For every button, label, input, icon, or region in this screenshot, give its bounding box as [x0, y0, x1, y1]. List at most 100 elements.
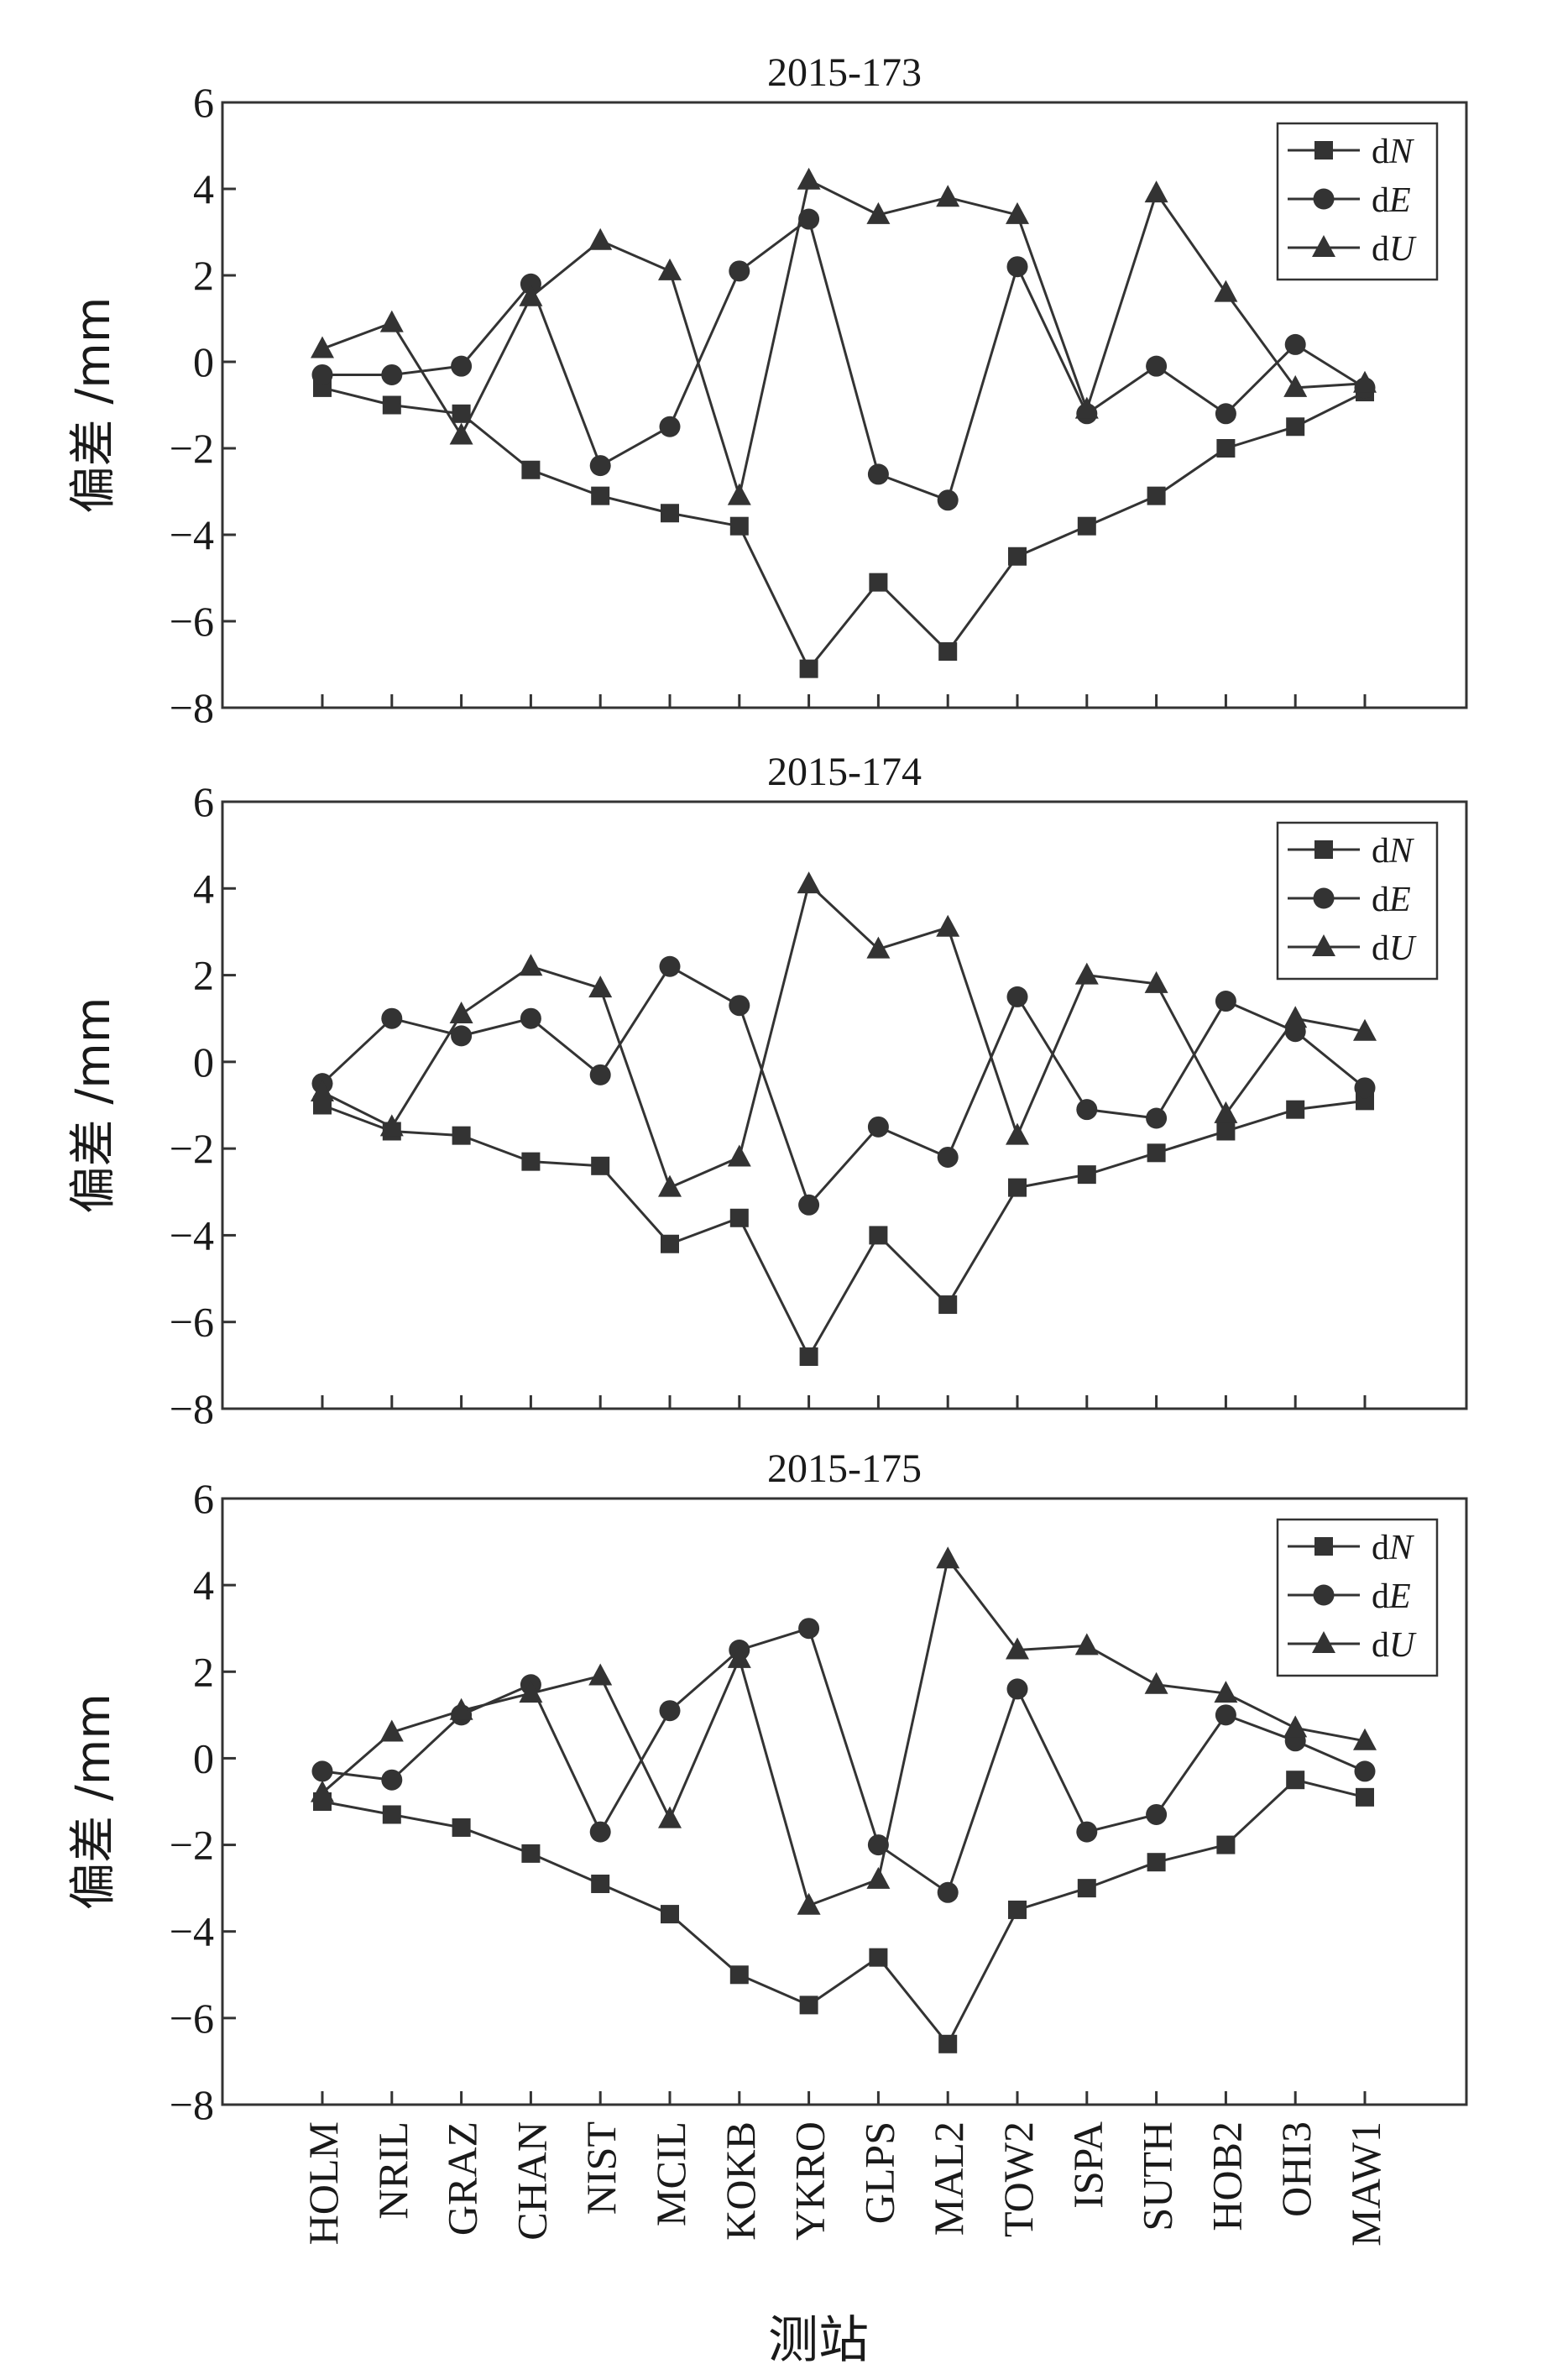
data-point-dE-NIST: [589, 455, 611, 477]
data-point-dE-CHAN: [520, 1007, 541, 1029]
data-point-dE-MAL2: [937, 1146, 959, 1168]
data-point-dN-GLPS: [869, 1226, 888, 1245]
data-point-dE-YKRO: [798, 1618, 820, 1640]
data-point-dE-HOB2: [1215, 403, 1236, 425]
station-label-HOLM: HOLM: [300, 2121, 347, 2245]
plot-frame: [221, 1497, 1468, 2106]
station-label-NRIL: NRIL: [369, 2121, 416, 2220]
data-point-dE-ISPA: [1076, 1821, 1098, 1843]
data-point-dN-ISPA: [1077, 1165, 1096, 1185]
data-point-dN-MAL2: [938, 1295, 958, 1315]
data-point-dN-GLPS: [869, 1948, 888, 1967]
data-point-dU-GLPS: [866, 201, 891, 224]
data-point-dU-HOB2: [1214, 1101, 1238, 1123]
legend-label-dU: dU: [1372, 1626, 1417, 1665]
legend: dN dE dU: [1276, 122, 1439, 281]
data-point-dN-MCIL: [661, 1234, 679, 1253]
series-dE: [311, 955, 1376, 1216]
data-point-dU-ISPA: [1074, 396, 1099, 419]
chart-panel-2015-173: 2015-173 −8 −6 −4 −2 0 2 4 6 偏差 /mm dN dE dU: [66, 50, 1468, 731]
data-point-dE-OHI3: [1284, 333, 1306, 355]
station-label-GLPS: GLPS: [855, 2121, 902, 2224]
data-point-dN-YKRO: [799, 1347, 818, 1367]
data-point-dE-SUTH: [1146, 1803, 1168, 1825]
data-point-dN-SUTH: [1147, 1143, 1166, 1163]
data-point-dE-GLPS: [867, 463, 889, 485]
series-line-dN: [321, 1778, 1366, 2046]
data-point-dE-MCIL: [659, 955, 681, 977]
y-tick-label: −4: [170, 1908, 214, 1955]
data-point-dN-CHAN: [521, 1844, 541, 1863]
y-axis-label: 偏差 /mm: [66, 1693, 121, 1910]
data-point-dU-GLPS: [866, 1866, 891, 1889]
y-tick-label: 2: [193, 952, 214, 999]
y-tick-label: 6: [193, 778, 214, 825]
series-line-dU: [321, 1557, 1366, 1907]
data-point-dN-SUTH: [1147, 1853, 1166, 1872]
data-point-dU-YKRO: [797, 1892, 821, 1915]
data-point-dU-OHI3: [1283, 374, 1308, 397]
data-point-dU-SUTH: [1144, 180, 1168, 203]
data-point-dU-NIST: [588, 976, 613, 998]
series-dU: [311, 871, 1377, 1197]
data-point-dE-TOW2: [1006, 1678, 1028, 1700]
station-label-HOB2: HOB2: [1203, 2121, 1250, 2231]
series-line-dE: [321, 1627, 1366, 1894]
data-point-dE-MCIL: [659, 1700, 681, 1722]
data-point-dU-TOW2: [1006, 1122, 1029, 1145]
y-tick-label: −6: [170, 1299, 214, 1346]
data-point-dU-ISPA: [1074, 1633, 1099, 1656]
data-point-dU-MCIL: [658, 258, 682, 280]
legend-label-dN: dN: [1372, 832, 1414, 871]
data-point-dN-NRIL: [382, 1805, 401, 1824]
data-point-dN-GRAZ: [452, 1126, 471, 1145]
series-line-dE: [321, 965, 1366, 1206]
data-point-dN-CHAN: [521, 460, 541, 479]
data-point-dU-GRAZ: [449, 1697, 473, 1720]
data-point-dU-HOLM: [311, 336, 334, 358]
data-point-dN-TOW2: [1008, 547, 1027, 566]
data-point-dU-MAW1: [1353, 370, 1377, 393]
legend-label-dE: dE: [1372, 1577, 1411, 1616]
data-point-dE-GLPS: [867, 1116, 889, 1138]
data-point-dN-GRAZ: [452, 1818, 471, 1837]
data-point-dE-HOLM: [311, 364, 333, 385]
data-point-dU-KOKB: [727, 483, 751, 505]
y-tick-label: 2: [193, 252, 214, 299]
data-point-dU-MAL2: [936, 185, 960, 207]
data-point-dU-MAL2: [936, 914, 960, 937]
chart-title: 2015-174: [767, 750, 922, 794]
data-point-dN-GRAZ: [452, 404, 471, 423]
plot-frame: [221, 800, 1468, 1410]
data-point-dU-NRIL: [379, 1719, 404, 1742]
data-point-dU-KOKB: [727, 1144, 751, 1167]
data-point-dU-HOLM: [311, 1080, 334, 1102]
data-point-dE-TOW2: [1006, 986, 1028, 1007]
data-point-dU-MCIL: [658, 1174, 682, 1197]
chart-title: 2015-173: [767, 50, 922, 95]
data-point-dU-TOW2: [1006, 201, 1029, 224]
data-point-dU-YKRO: [797, 167, 821, 190]
data-point-dU-ISPA: [1074, 962, 1099, 985]
data-point-dN-ISPA: [1077, 516, 1096, 536]
data-point-dU-SUTH: [1144, 1671, 1168, 1694]
data-point-dE-HOLM: [311, 1760, 333, 1782]
legend-label-dN: dN: [1372, 133, 1414, 171]
data-point-dU-SUTH: [1144, 970, 1168, 993]
y-tick-label: 0: [193, 1038, 214, 1085]
station-label-TOW2: TOW2: [995, 2121, 1042, 2237]
data-point-dE-YKRO: [798, 208, 820, 230]
y-tick-label: −2: [170, 1125, 214, 1172]
legend-marker-dU: [1312, 235, 1335, 257]
data-point-dU-MAW1: [1353, 1728, 1377, 1750]
legend-marker-dE: [1313, 1584, 1335, 1606]
x-axis-label: 测站: [768, 2311, 869, 2370]
data-point-dN-TOW2: [1008, 1178, 1027, 1197]
station-label-OHI3: OHI3: [1273, 2121, 1320, 2217]
y-tick-label: −2: [170, 1822, 214, 1869]
data-point-dN-MCIL: [661, 504, 679, 523]
data-point-dN-NIST: [591, 486, 610, 505]
data-point-dE-GRAZ: [451, 1025, 473, 1047]
data-point-dU-TOW2: [1006, 1637, 1029, 1660]
data-point-dN-NIST: [591, 1874, 610, 1893]
